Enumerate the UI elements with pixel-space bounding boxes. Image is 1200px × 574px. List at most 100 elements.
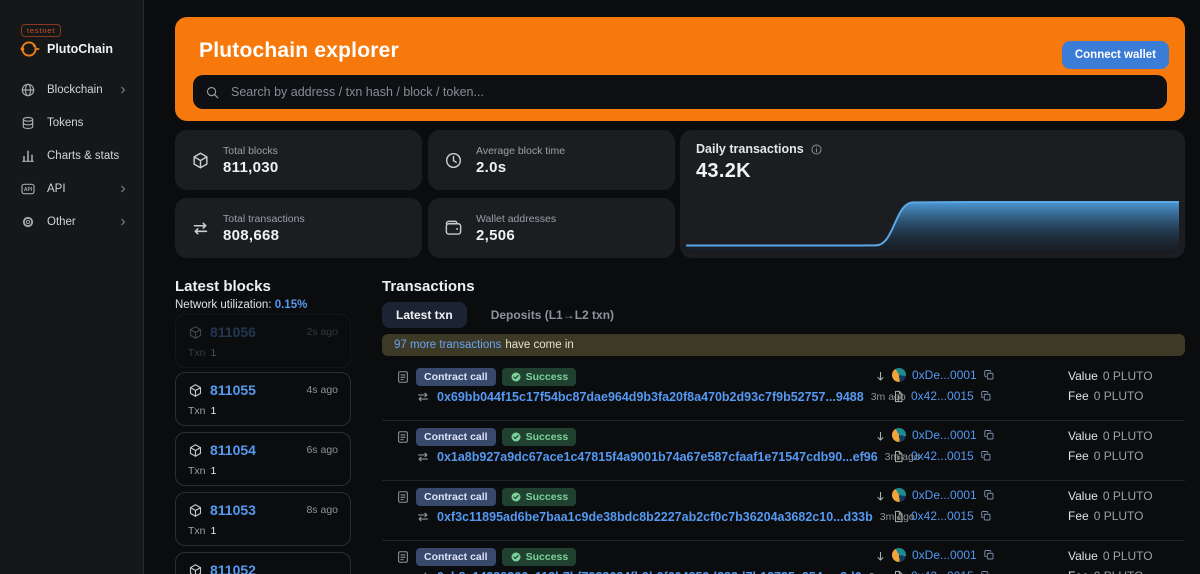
txn-doc-icon <box>396 430 410 444</box>
tokens-icon <box>20 115 36 131</box>
area-chart-plot <box>686 188 1179 254</box>
testnet-badge: testnet <box>21 24 62 37</box>
status-badge: Success <box>501 548 577 566</box>
bar-chart-icon <box>20 148 36 164</box>
to-address-link[interactable]: 0x42...0015 <box>911 569 974 574</box>
sidebar-item-other[interactable]: Other <box>0 205 143 238</box>
info-icon[interactable] <box>810 143 823 156</box>
stat-label: Total blocks <box>223 144 278 157</box>
arrow-down-icon <box>874 550 887 563</box>
copy-icon[interactable] <box>983 489 995 501</box>
from-address-link[interactable]: 0xDe...0001 <box>912 368 977 382</box>
sidebar-item-blockchain[interactable]: Blockchain <box>0 73 143 106</box>
brand-logo[interactable]: PlutoChain <box>18 38 113 60</box>
fee-label: Fee <box>1068 569 1089 574</box>
tab-deposits[interactable]: Deposits (L1→L2 txn) <box>490 308 615 322</box>
copy-icon[interactable] <box>983 369 995 381</box>
latest-blocks-title: Latest blocks <box>175 278 271 295</box>
txn-hash-link[interactable]: 0x69bb044f15c17f54bc87dae964d9b3fa20f8a4… <box>437 390 864 404</box>
copy-icon[interactable] <box>980 510 992 522</box>
to-address-link[interactable]: 0x42...0015 <box>911 449 974 463</box>
daily-transactions-chart: Daily transactions 43.2K <box>680 130 1185 258</box>
sidebar-item-charts-stats[interactable]: Charts & stats <box>0 139 143 172</box>
txn-type-badge: Contract call <box>416 368 496 386</box>
copy-icon[interactable] <box>980 450 992 462</box>
status-badge: Success <box>501 428 577 446</box>
txn-age: 3m ago <box>870 391 906 403</box>
wallet-icon <box>444 219 463 238</box>
txn-hash-link[interactable]: 0x1a8b927a9dc67ace1c47815f4a9001b74a67e5… <box>437 450 878 464</box>
transaction-row: Contract call Success 0xf3c11895ad6be7ba… <box>382 481 1185 541</box>
txn-type-badge: Contract call <box>416 548 496 566</box>
arrow-down-icon <box>874 430 887 443</box>
cube-icon <box>188 325 203 340</box>
to-address-link[interactable]: 0x42...0015 <box>911 509 974 523</box>
block-number-link[interactable]: 811054 <box>210 442 256 458</box>
contract-file-icon <box>892 390 905 403</box>
value-label: Value <box>1068 429 1098 443</box>
value-amount: 0 PLUTO <box>1102 489 1153 503</box>
stat-value: 2.0s <box>476 158 507 176</box>
copy-icon[interactable] <box>983 549 995 561</box>
from-address-link[interactable]: 0xDe...0001 <box>912 428 977 442</box>
transfer-arrows-icon <box>416 390 430 404</box>
copy-icon[interactable] <box>980 570 992 574</box>
fee-label: Fee <box>1068 509 1089 523</box>
txn-count[interactable]: 1 <box>210 405 217 417</box>
chart-title: Daily transactions <box>696 142 804 156</box>
sidebar-item-label: Charts & stats <box>47 149 120 162</box>
sidebar-item-label: Tokens <box>47 116 84 129</box>
network-utilization-value: 0.15% <box>274 299 308 311</box>
txn-hash-link[interactable]: 0xb8a14330366c113b7bf7933624fb9b0f604359… <box>437 570 862 574</box>
block-number-link[interactable]: 811053 <box>210 502 256 518</box>
block-number-link[interactable]: 811052 <box>210 562 256 574</box>
sidebar-item-label: Other <box>47 215 76 228</box>
txn-count[interactable]: 1 <box>210 465 217 477</box>
more-transactions-link[interactable]: 97 more transactions <box>394 339 502 351</box>
sidebar-item-tokens[interactable]: Tokens <box>0 106 143 139</box>
to-address-link[interactable]: 0x42...0015 <box>911 389 974 403</box>
tab-latest-txn[interactable]: Latest txn <box>382 302 467 328</box>
block-number-link[interactable]: 811056 <box>210 324 256 340</box>
transfer-arrows-icon <box>191 219 210 238</box>
transaction-row: Contract call Success 0x69bb044f15c17f54… <box>382 361 1185 421</box>
search-icon <box>205 85 220 100</box>
value-amount: 0 PLUTO <box>1102 549 1153 563</box>
contract-file-icon <box>892 510 905 523</box>
transactions-list: Contract call Success 0x69bb044f15c17f54… <box>382 361 1185 574</box>
copy-icon[interactable] <box>980 390 992 402</box>
network-utilization: Network utilization: 0.15% <box>175 299 307 311</box>
block-age: 6s ago <box>306 444 338 456</box>
explorer-banner: Plutochain explorer Connect wallet <box>175 17 1185 121</box>
value-label: Value <box>1068 369 1098 383</box>
new-transactions-alert: 97 more transactions have come in <box>382 334 1185 356</box>
search-bar <box>193 75 1167 109</box>
block-number-link[interactable]: 811055 <box>210 382 256 398</box>
connect-wallet-button[interactable]: Connect wallet <box>1061 41 1169 69</box>
txn-count[interactable]: 1 <box>210 347 217 359</box>
cube-icon <box>188 563 203 574</box>
status-badge: Success <box>501 368 577 386</box>
txn-type-badge: Contract call <box>416 428 496 446</box>
stat-label: Average block time <box>476 144 566 157</box>
plutochain-logo-icon <box>18 38 40 60</box>
gear-icon <box>20 214 36 230</box>
search-input[interactable] <box>229 84 1155 100</box>
txn-hash-link[interactable]: 0xf3c11895ad6be7baa1c9de38bdc8b2227ab2cf… <box>437 510 873 524</box>
stat-card-total-transactions: Total transactions 808,668 <box>175 198 422 258</box>
copy-icon[interactable] <box>983 429 995 441</box>
from-address-link[interactable]: 0xDe...0001 <box>912 548 977 562</box>
txn-doc-icon <box>396 490 410 504</box>
block-age: 4s ago <box>306 384 338 396</box>
check-circle-icon <box>510 371 522 383</box>
chevron-right-icon <box>117 216 129 228</box>
brand-name: PlutoChain <box>47 42 113 56</box>
from-address-link[interactable]: 0xDe...0001 <box>912 488 977 502</box>
transfer-arrows-icon <box>416 450 430 464</box>
txn-count[interactable]: 1 <box>210 525 217 537</box>
stat-value: 808,668 <box>223 226 280 244</box>
sidebar-item-api[interactable]: API <box>0 172 143 205</box>
from-address-avatar <box>892 488 906 502</box>
fee-amount: 0 PLUTO <box>1093 389 1144 403</box>
